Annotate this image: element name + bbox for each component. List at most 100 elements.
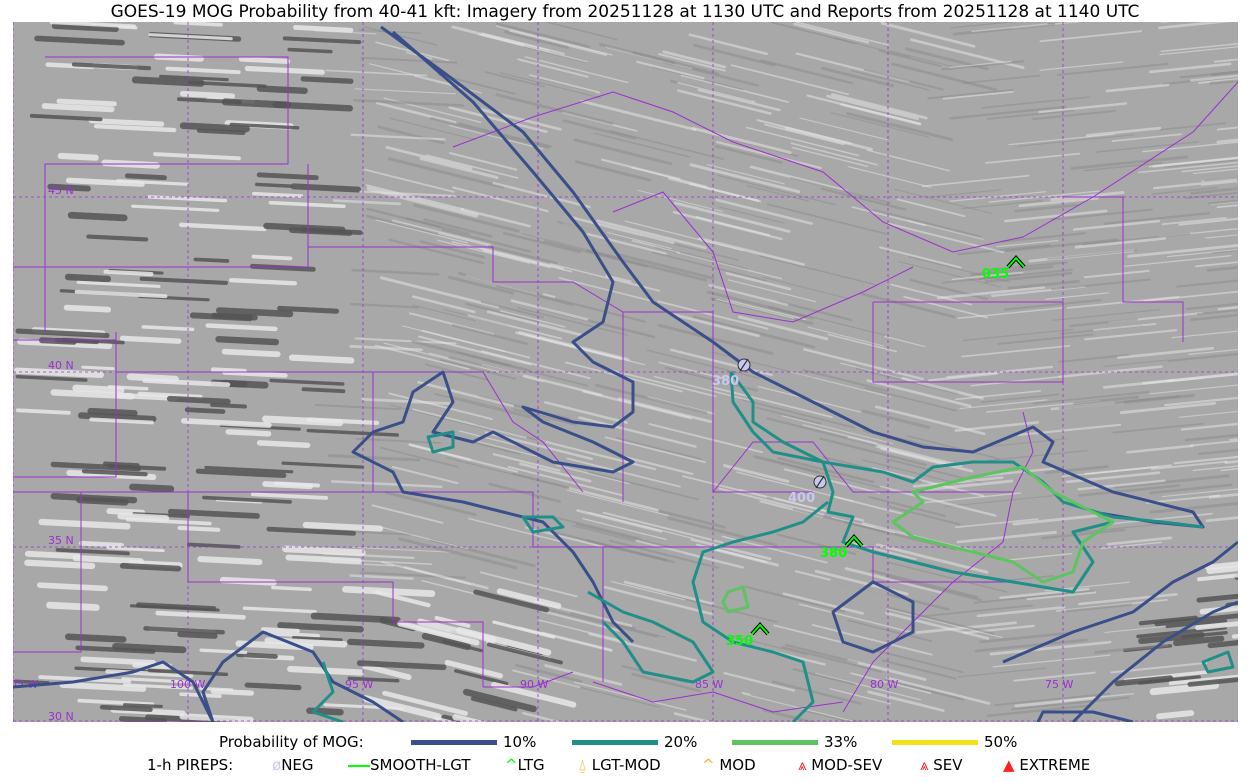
legend-label: 50% (984, 733, 1018, 751)
cloud-streak (941, 60, 1025, 71)
cloud-streak (1083, 162, 1163, 172)
cloud-streak (1123, 255, 1232, 268)
cloud-streak (77, 412, 157, 423)
cloud-streak (609, 130, 725, 161)
cloud-streak (667, 516, 778, 547)
cloud-streak (636, 60, 705, 80)
pirep-ltg[interactable]: 380 (820, 533, 864, 561)
cloud-streak (781, 645, 883, 673)
cloud-streak (736, 471, 854, 502)
cloud-streak (1178, 410, 1238, 418)
cloud-streak (251, 254, 293, 261)
cloud-streak (66, 469, 157, 481)
cloud-streak (454, 669, 509, 686)
cloud-streak (447, 275, 515, 295)
cloud-streak (1038, 102, 1128, 114)
cloud-streak (204, 465, 294, 474)
cloud-streak (551, 515, 642, 540)
pirep-ltg[interactable]: 035 (982, 254, 1026, 282)
cloud-streak (997, 333, 1094, 345)
cloud-streak (602, 511, 724, 544)
cloud-streak (417, 380, 515, 408)
cloud-streak (252, 191, 304, 198)
cloud-streak (921, 174, 1030, 188)
cloud-texture (13, 22, 1238, 722)
cloud-streak (840, 103, 922, 126)
cloud-streak (672, 210, 783, 241)
cloud-streak (388, 392, 493, 421)
cloud-streak (1112, 422, 1204, 434)
cloud-streak (179, 713, 254, 722)
cloud-streak (391, 219, 492, 247)
cloud-streak (669, 348, 773, 377)
cloud-streak (582, 517, 667, 541)
cloud-streak (1205, 516, 1238, 523)
cloud-streak (462, 688, 537, 713)
cloud-streak (56, 98, 117, 107)
cloud-streak (961, 344, 1071, 358)
cloud-streak (1176, 279, 1238, 288)
pirep-neg[interactable]: 380 (712, 358, 751, 389)
cloud-streak (1083, 269, 1150, 279)
cloud-streak (126, 373, 179, 383)
cloud-streak (1065, 603, 1133, 613)
legend-item-33: 33% (732, 733, 857, 751)
cloud-streak (831, 516, 896, 534)
cloud-streak (290, 183, 362, 193)
cloud-streak (1173, 635, 1225, 647)
lat-labels: 45 N 40 N 35 N 30 N (48, 184, 74, 722)
cloud-streak (885, 575, 983, 602)
cloud-streak (962, 74, 1041, 84)
cloud-streak (1164, 159, 1238, 168)
cloud-streak (166, 395, 231, 405)
cloud-streak (502, 231, 581, 254)
contour-33pct (721, 585, 750, 614)
cloud-streak (519, 462, 592, 483)
cloud-streak (479, 108, 562, 131)
cloud-streak (417, 335, 532, 366)
cloud-streak (86, 234, 149, 242)
cloud-streak (543, 401, 628, 424)
cloud-streak (538, 619, 627, 643)
cloud-streak (458, 122, 553, 148)
cloud-streak (537, 438, 657, 471)
cloud-streak (327, 454, 421, 462)
cloud-streak (306, 428, 399, 437)
cloud-streak (148, 33, 233, 41)
cloud-streak (365, 184, 465, 211)
cloud-streak (128, 559, 183, 569)
cloud-streak (1160, 42, 1238, 53)
cloud-streak (847, 619, 933, 643)
cloud-streak (136, 602, 217, 612)
pirep-ltg[interactable]: 350 (726, 621, 770, 649)
cloud-streak (47, 183, 91, 192)
pirep-neg[interactable]: 400 (788, 475, 827, 506)
cloud-streak (1216, 204, 1238, 209)
cloud-streak (1192, 465, 1238, 472)
cloud-streak (1159, 46, 1238, 56)
cloud-streak (689, 163, 801, 194)
cloud-streak (802, 368, 889, 393)
cloud-streak (413, 75, 483, 94)
cloud-streak (419, 157, 499, 180)
cloud-streak (575, 523, 672, 549)
cloud-streak (766, 203, 887, 235)
cloud-streak (537, 294, 647, 323)
cloud-streak (1187, 677, 1238, 687)
cloud-streak (1026, 591, 1097, 601)
cloud-streak (887, 222, 1005, 254)
cloud-streak (495, 22, 591, 48)
cloud-streak (1206, 266, 1238, 272)
cloud-streak (507, 465, 623, 497)
cloud-streak (653, 375, 752, 402)
cloud-streak (377, 125, 445, 145)
cloud-streak (820, 187, 907, 211)
pirep-altitude: 035 (982, 267, 1009, 282)
cloud-streak (1197, 573, 1238, 582)
contour-20pct (729, 371, 1114, 594)
cloud-streak (952, 22, 1056, 36)
cloud-streak (77, 698, 155, 707)
cloud-streak (688, 33, 768, 56)
cloud-streak (375, 101, 457, 124)
cloud-streak (1127, 243, 1238, 258)
